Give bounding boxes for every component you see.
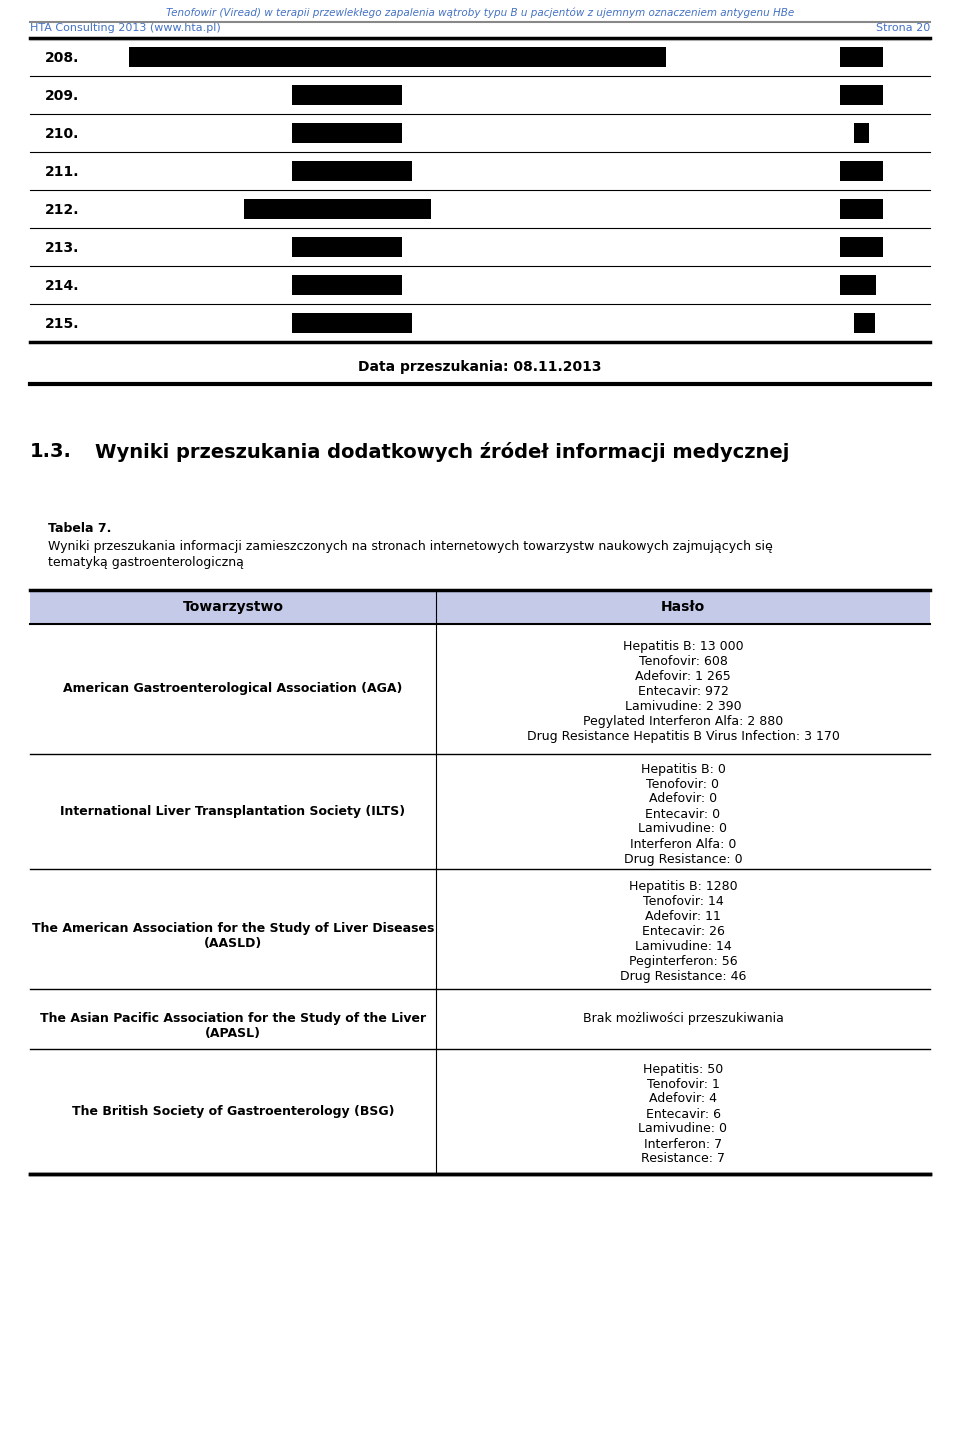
Text: Tabela 7.: Tabela 7. [48,522,111,535]
Text: Wyniki przeszukania informacji zamieszczonych na stronach internetowych towarzys: Wyniki przeszukania informacji zamieszcz… [48,539,773,552]
Bar [840,237,883,257]
Text: Hepatitis B: 1280
Tenofovir: 14
Adefovir: 11
Entecavir: 26
Lamivudine: 14
Pegint: Hepatitis B: 1280 Tenofovir: 14 Adefovir… [620,881,746,983]
Text: Hepatitis: 50
Tenofovir: 1
Adefovir: 4
Entecavir: 6
Lamivudine: 0
Interferon: 7
: Hepatitis: 50 Tenofovir: 1 Adefovir: 4 E… [638,1063,728,1165]
Bar [292,161,412,181]
Text: American Gastroenterological Association (AGA): American Gastroenterological Association… [63,683,402,696]
Text: Hepatitis B: 13 000
Tenofovir: 608
Adefovir: 1 265
Entecavir: 972
Lamivudine: 2 : Hepatitis B: 13 000 Tenofovir: 608 Adefo… [527,641,839,743]
Bar [30,590,930,625]
Bar [840,161,883,181]
Bar [854,312,875,333]
Text: 208.: 208. [45,51,80,65]
Text: 211.: 211. [45,165,80,179]
Bar [292,237,402,257]
Text: 1.3.: 1.3. [30,442,72,461]
Text: 215.: 215. [45,317,80,331]
Text: Tenofowir (Viread) w terapii przewlekłego zapalenia wątroby typu B u pacjentów z: Tenofowir (Viread) w terapii przewlekłeg… [166,9,794,19]
Bar [244,200,431,218]
Text: 209.: 209. [45,90,80,103]
Text: Hepatitis B: 0
Tenofovir: 0
Adefovir: 0
Entecavir: 0
Lamivudine: 0
Interferon Al: Hepatitis B: 0 Tenofovir: 0 Adefovir: 0 … [624,762,742,866]
Text: 214.: 214. [45,279,80,294]
Bar [840,200,883,218]
Text: Data przeszukania: 08.11.2013: Data przeszukania: 08.11.2013 [358,360,602,375]
Text: International Liver Transplantation Society (ILTS): International Liver Transplantation Soci… [60,804,405,817]
Text: 212.: 212. [45,202,80,217]
Text: Towarzystwo: Towarzystwo [182,600,283,615]
Bar [840,48,883,67]
Text: tematyką gastroenterologiczną: tematyką gastroenterologiczną [48,557,244,568]
Bar [854,123,869,143]
Bar [840,85,883,106]
Bar [129,48,666,67]
Bar [840,275,876,295]
Text: Hasło: Hasło [660,600,706,615]
Bar [292,275,402,295]
Text: Wyniki przeszukania dodatkowych źródeł informacji medycznej: Wyniki przeszukania dodatkowych źródeł i… [95,442,789,463]
Bar [292,312,412,333]
Bar [292,85,402,106]
Bar [292,123,402,143]
Text: The British Society of Gastroenterology (BSG): The British Society of Gastroenterology … [72,1105,395,1118]
Text: 213.: 213. [45,241,80,254]
Text: HTA Consulting 2013 (www.hta.pl): HTA Consulting 2013 (www.hta.pl) [30,23,221,33]
Text: Brak możliwości przeszukiwania: Brak możliwości przeszukiwania [583,1012,783,1025]
Text: The Asian Pacific Association for the Study of the Liver
(APASL): The Asian Pacific Association for the St… [40,1012,426,1040]
Text: Strona 20: Strona 20 [876,23,930,33]
Text: 210.: 210. [45,127,80,142]
Text: The American Association for the Study of Liver Diseases
(AASLD): The American Association for the Study o… [32,923,434,950]
